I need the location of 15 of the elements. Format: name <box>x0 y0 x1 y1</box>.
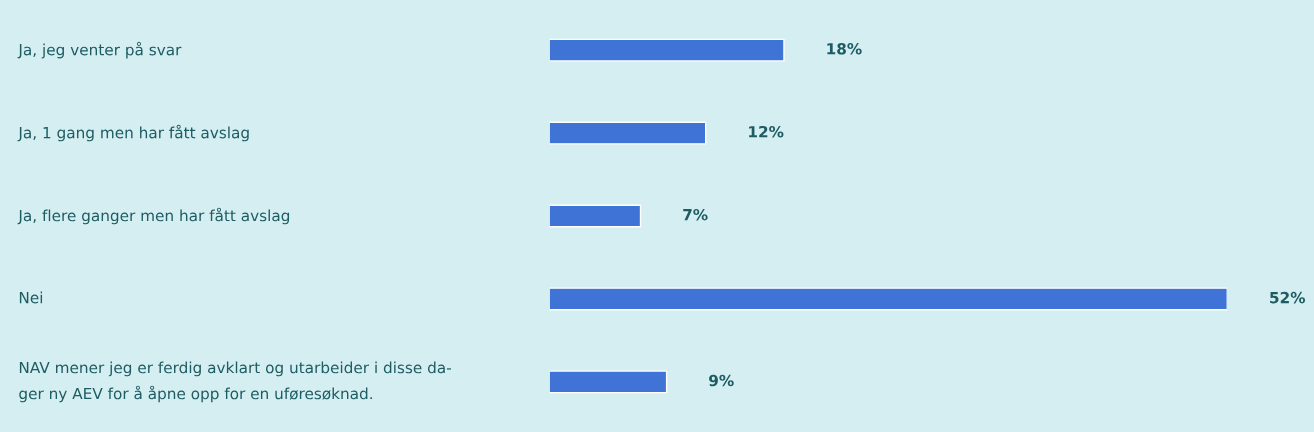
bar <box>549 121 707 145</box>
y-tick-label: Ja, jeg venter på svar <box>17 41 182 59</box>
y-tick-label: Ja, flere ganger men har fått avslag <box>17 207 290 225</box>
data-label: 52% <box>1270 291 1306 304</box>
bar <box>549 370 668 394</box>
data-label: 12% <box>749 125 784 138</box>
data-label: 7% <box>683 208 708 221</box>
data-label: 9% <box>709 374 734 387</box>
y-tick-label: NAV mener jeg er ferdig avklart og utarbeider i disse da- ger ny AEV for å åpne opp for en uføresøknad. <box>19 361 451 403</box>
data-label: 18% <box>827 42 862 55</box>
y-tick-label: Nei <box>19 291 43 304</box>
bar <box>549 287 1228 311</box>
y-tick-label: Ja, 1 gang men har fått avslag <box>17 124 249 142</box>
bar <box>549 204 642 228</box>
bar <box>549 38 785 62</box>
